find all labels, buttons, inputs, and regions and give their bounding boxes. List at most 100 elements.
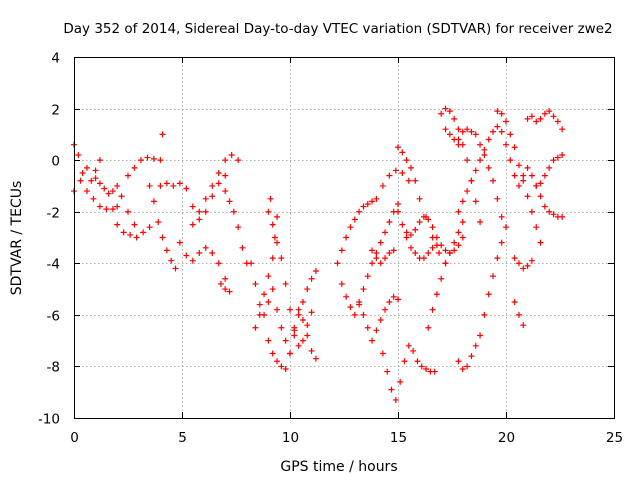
data-point xyxy=(356,208,363,215)
x-tick-label: 10 xyxy=(282,430,299,446)
data-point xyxy=(468,177,475,184)
data-point xyxy=(364,200,371,207)
data-point xyxy=(468,353,475,360)
data-point xyxy=(75,151,82,158)
data-point xyxy=(202,195,209,202)
data-point xyxy=(511,144,518,151)
data-point xyxy=(343,293,350,300)
data-point xyxy=(541,203,548,210)
grid xyxy=(74,57,614,418)
data-point xyxy=(209,182,216,189)
x-tick-label: 15 xyxy=(390,430,407,446)
data-point xyxy=(537,239,544,246)
data-point xyxy=(183,252,190,259)
data-point xyxy=(373,249,380,256)
data-point xyxy=(386,249,393,256)
data-point xyxy=(369,198,376,205)
data-point xyxy=(446,249,453,256)
data-point xyxy=(118,193,125,200)
data-point xyxy=(386,172,393,179)
data-point xyxy=(546,164,553,171)
data-point xyxy=(386,219,393,226)
data-point xyxy=(114,182,121,189)
data-point xyxy=(429,224,436,231)
data-point xyxy=(390,293,397,300)
data-point xyxy=(511,298,518,305)
data-point xyxy=(222,286,229,293)
data-point xyxy=(373,195,380,202)
data-point xyxy=(235,157,242,164)
data-series xyxy=(189,151,242,228)
data-series xyxy=(373,167,412,202)
data-point xyxy=(304,332,311,339)
data-point xyxy=(77,177,84,184)
data-point xyxy=(405,342,412,349)
data-point xyxy=(395,144,401,151)
data-point xyxy=(382,255,389,262)
data-point xyxy=(269,221,276,228)
data-point xyxy=(477,157,484,164)
data-point xyxy=(459,128,466,135)
data-point xyxy=(515,162,522,169)
data-point xyxy=(533,224,540,231)
data-point xyxy=(498,110,505,117)
data-point xyxy=(120,229,127,236)
data-point xyxy=(96,180,103,187)
data-series xyxy=(511,255,535,272)
data-series xyxy=(176,239,229,282)
data-point xyxy=(267,195,274,202)
data-point xyxy=(528,257,535,264)
data-point xyxy=(382,229,389,236)
data-point xyxy=(291,332,298,339)
data-point xyxy=(364,273,371,280)
data-series xyxy=(395,208,466,256)
y-tick-label: -10 xyxy=(38,412,60,428)
data-point xyxy=(379,350,386,357)
data-point xyxy=(414,358,421,365)
data-point xyxy=(239,244,246,251)
data-point xyxy=(88,177,95,184)
data-point xyxy=(235,224,242,231)
data-point xyxy=(146,224,153,231)
data-point xyxy=(550,113,557,120)
data-point xyxy=(131,221,138,228)
data-series xyxy=(265,195,281,241)
data-series xyxy=(159,131,166,138)
data-point xyxy=(338,247,345,254)
y-tick-label: -4 xyxy=(47,257,60,273)
data-point xyxy=(423,366,430,373)
data-point xyxy=(455,136,462,143)
data-series xyxy=(92,175,138,228)
data-point xyxy=(215,260,222,267)
data-point xyxy=(274,213,281,220)
data-series xyxy=(438,105,484,226)
data-point xyxy=(425,249,432,256)
data-series xyxy=(125,154,164,179)
data-point xyxy=(507,157,514,164)
data-point xyxy=(114,203,121,210)
axis-ticks xyxy=(74,57,615,419)
data-point xyxy=(436,249,443,256)
y-tick-label: 4 xyxy=(51,51,60,67)
data-point xyxy=(403,229,410,236)
data-point xyxy=(498,239,505,246)
data-point xyxy=(511,172,518,179)
data-point xyxy=(274,306,281,313)
y-axis-label: SDTVAR / TECUs xyxy=(9,181,25,296)
data-series xyxy=(265,306,319,373)
data-point xyxy=(395,208,401,215)
data-point xyxy=(485,136,492,143)
data-point xyxy=(170,182,177,189)
data-point xyxy=(269,255,276,262)
data-point xyxy=(416,195,423,202)
data-point xyxy=(92,175,99,182)
data-point xyxy=(101,185,108,192)
data-point xyxy=(459,366,466,373)
data-series xyxy=(403,234,440,262)
data-point xyxy=(524,164,531,171)
data-point xyxy=(459,219,466,226)
x-tick-label: 0 xyxy=(70,430,79,446)
data-point xyxy=(274,239,281,246)
data-point xyxy=(412,177,419,184)
data-point xyxy=(373,255,380,262)
